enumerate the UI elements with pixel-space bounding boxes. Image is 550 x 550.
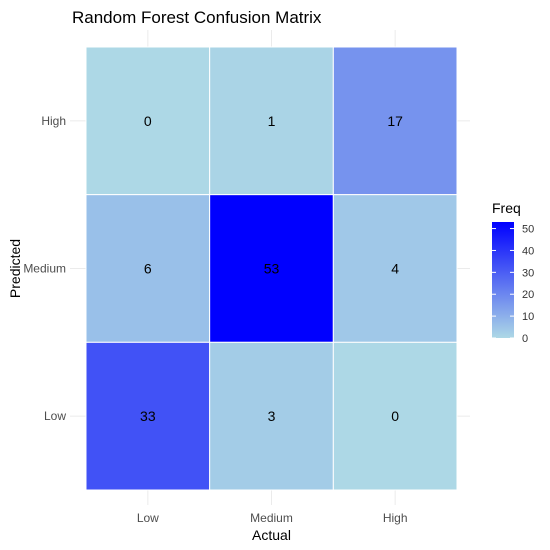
legend-tick-label: 0 xyxy=(522,333,528,345)
y-axis-title: Predicted xyxy=(7,239,23,298)
cell-value-label: 33 xyxy=(140,408,156,424)
x-tick-label: Low xyxy=(137,511,159,525)
chart-title: Random Forest Confusion Matrix xyxy=(72,8,322,27)
legend-title: Freq xyxy=(492,200,521,216)
legend-tick-label: 40 xyxy=(522,245,534,257)
heatmap-cells xyxy=(85,46,458,491)
heatmap-cell xyxy=(332,194,458,343)
cell-value-label: 17 xyxy=(387,113,403,129)
cell-value-label: 53 xyxy=(264,261,280,277)
heatmap-cell xyxy=(332,46,458,196)
x-axis-title: Actual xyxy=(252,527,291,543)
cell-labels: 0 1 176 53 433 3 0 xyxy=(140,113,403,424)
cell-value-label: 0 xyxy=(391,408,399,424)
heatmap-cell xyxy=(332,341,458,491)
legend-tick-label: 10 xyxy=(522,311,534,323)
legend-tick-label: 30 xyxy=(522,267,534,279)
y-axis-ticks: Low Medium High xyxy=(23,114,66,423)
heatmap-cell xyxy=(209,341,334,491)
color-legend: Freq 0 10 20 30 40 50 xyxy=(492,200,534,345)
cell-value-label: 1 xyxy=(268,113,276,129)
legend-tick-label: 50 xyxy=(522,224,534,236)
y-tick-label: Medium xyxy=(23,262,66,276)
legend-colorbar xyxy=(492,222,514,338)
cell-value-label: 6 xyxy=(144,261,152,277)
heatmap-cell xyxy=(209,194,334,343)
cell-value-label: 4 xyxy=(391,261,399,277)
cell-value-label: 3 xyxy=(268,408,276,424)
legend-ticks: 0 10 20 30 40 50 xyxy=(492,224,534,345)
x-tick-label: High xyxy=(383,511,408,525)
heatmap-cell xyxy=(85,341,211,491)
x-tick-label: Medium xyxy=(250,511,293,525)
legend-tick-label: 20 xyxy=(522,289,534,301)
cell-value-label: 0 xyxy=(144,113,152,129)
y-tick-label: High xyxy=(41,114,66,128)
x-axis-ticks: Low Medium High xyxy=(137,511,408,525)
y-tick-label: Low xyxy=(44,409,66,423)
heatmap-cell xyxy=(85,194,211,343)
